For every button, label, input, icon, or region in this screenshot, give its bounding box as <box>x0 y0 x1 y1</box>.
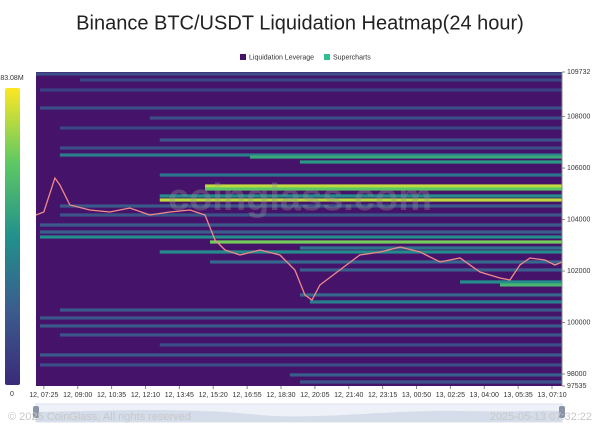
heat-band <box>499 283 562 287</box>
x-tick-label: 12, 13:45 <box>165 392 194 399</box>
x-tick-label: 12, 18:30 <box>266 392 295 399</box>
x-tick-label: 13, 05:35 <box>504 392 533 399</box>
heat-band <box>59 126 562 130</box>
timestamp: 2025-05-13 07:32:22 <box>490 411 592 423</box>
heat-band <box>159 173 563 177</box>
navigator-handle <box>559 406 565 418</box>
x-tick-label: 12, 07:25 <box>29 392 58 399</box>
navigator-handle <box>33 406 39 418</box>
heat-band <box>149 116 562 120</box>
legend-label: Supercharts <box>333 54 371 61</box>
y-tick-label: 109732 <box>567 69 590 76</box>
heat-band <box>159 194 563 198</box>
heat-band <box>39 106 562 110</box>
heat-band <box>79 78 563 82</box>
legend-label: Liquidation Leverage <box>249 54 314 61</box>
x-tick-label: 12, 21:40 <box>334 392 363 399</box>
y-tick-label: 102000 <box>567 268 590 275</box>
heat-band <box>39 363 562 367</box>
heat-band <box>36 72 562 76</box>
navigator-area <box>36 410 562 422</box>
x-tick-label: 13, 02:25 <box>436 392 465 399</box>
legend-swatch <box>324 54 330 60</box>
heat-band <box>159 138 563 142</box>
heat-band <box>460 280 562 284</box>
x-tick-label: 12, 12:10 <box>131 392 160 399</box>
heat-band <box>39 230 562 234</box>
colorbar-label: 83.08M <box>0 75 24 82</box>
heat-band <box>210 260 562 264</box>
heat-band <box>299 246 562 250</box>
copyright: © 2025 CoinGlass, All rights reserved <box>8 411 191 423</box>
heat-band <box>205 184 563 188</box>
heat-band <box>299 268 562 272</box>
x-tick-label: 12, 09:00 <box>63 392 92 399</box>
heat-band <box>39 88 562 92</box>
y-tick-label: 108000 <box>567 113 590 120</box>
chart-title: Binance BTC/USDT Liquidation Heatmap(24 … <box>76 12 524 34</box>
heat-band <box>59 308 562 312</box>
heat-band <box>159 343 563 347</box>
heat-band <box>205 187 563 191</box>
legend-swatch <box>240 54 246 60</box>
price-line <box>35 176 563 301</box>
heat-band <box>299 380 562 384</box>
heat-band <box>249 155 562 159</box>
heat-band <box>39 316 562 320</box>
heat-band <box>299 160 562 164</box>
colorbar-label: 0 <box>10 391 14 398</box>
x-tick-label: 12, 10:35 <box>97 392 126 399</box>
heat-band <box>59 153 562 157</box>
y-tick-label: 100000 <box>567 319 590 326</box>
y-tick-label: 104000 <box>567 216 590 223</box>
heat-band <box>39 223 562 227</box>
colorbar <box>5 88 20 385</box>
x-tick-label: 13, 07:10 <box>537 392 566 399</box>
heat-band <box>159 198 563 202</box>
heat-band <box>39 235 562 239</box>
heat-band <box>59 204 562 208</box>
x-tick-label: 13, 00:50 <box>402 392 431 399</box>
heat-band <box>159 250 563 254</box>
heat-band <box>210 240 562 244</box>
x-tick-label: 12, 16:55 <box>233 392 262 399</box>
heat-band <box>39 324 562 328</box>
heat-band <box>299 293 562 297</box>
x-tick-label: 12, 15:20 <box>199 392 228 399</box>
y-tick-label: 97535 <box>567 383 587 390</box>
x-tick-label: 12, 20:05 <box>300 392 329 399</box>
heat-band <box>289 373 562 377</box>
x-tick-label: 13, 04:00 <box>470 392 499 399</box>
heat-band <box>59 333 562 337</box>
heat-band <box>59 146 562 150</box>
y-tick-label: 98000 <box>567 371 587 378</box>
x-tick-label: 12, 23:15 <box>368 392 397 399</box>
heat-band <box>39 353 562 357</box>
heat-band <box>59 213 562 217</box>
heat-band <box>309 300 562 304</box>
watermark: coinglass.com <box>168 177 432 219</box>
y-tick-label: 106000 <box>567 165 590 172</box>
